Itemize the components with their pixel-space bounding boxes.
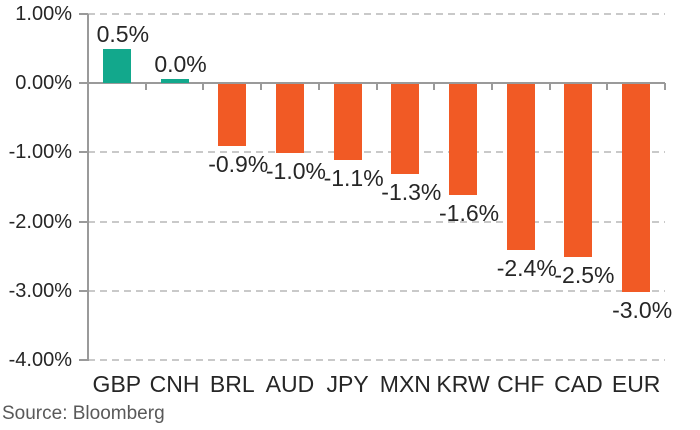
- bar-brl: [218, 84, 247, 147]
- value-label-krw: -1.6%: [439, 199, 500, 226]
- bar-cad: [564, 84, 593, 258]
- category-label-cnh: CNH: [149, 371, 200, 397]
- bar-chf: [506, 84, 535, 251]
- category-tick: [375, 83, 378, 91]
- category-tick: [490, 83, 493, 91]
- bar-gbp: [102, 48, 131, 84]
- source-caption: Source: Bloomberg: [2, 403, 165, 424]
- y-axis-tick-label: -2.00%: [8, 210, 72, 233]
- gridline: [88, 151, 665, 154]
- category-tick: [664, 83, 666, 91]
- bar-mxn: [391, 84, 420, 175]
- category-tick: [548, 83, 551, 91]
- value-label-gbp: 0.5%: [96, 20, 150, 47]
- gridline: [88, 220, 665, 223]
- gridline: [88, 13, 665, 15]
- value-label-jpy: -1.1%: [323, 165, 384, 192]
- value-label-cad: -2.5%: [554, 262, 615, 289]
- y-axis-tick: [79, 82, 88, 85]
- y-axis-tick: [79, 289, 88, 292]
- y-axis-tick-label: -1.00%: [8, 141, 72, 164]
- bar-krw: [449, 84, 478, 195]
- category-tick: [317, 83, 320, 91]
- y-axis-tick-label: 1.00%: [15, 3, 72, 25]
- y-axis-tick-label: -3.00%: [8, 279, 72, 302]
- value-label-chf: -2.4%: [496, 255, 557, 282]
- category-tick: [606, 83, 609, 91]
- category-label-aud: AUD: [265, 371, 315, 397]
- y-axis-tick: [79, 13, 88, 15]
- bar-eur: [622, 84, 651, 292]
- value-label-mxn: -1.3%: [381, 179, 442, 206]
- category-label-chf: CHF: [497, 371, 545, 397]
- category-label-mxn: MXN: [379, 371, 431, 397]
- y-axis-tick-label: -4.00%: [8, 349, 72, 371]
- category-label-cad: CAD: [554, 371, 603, 397]
- y-axis-tick: [79, 359, 88, 361]
- gridline: [88, 359, 665, 361]
- category-label-jpy: JPY: [326, 371, 369, 397]
- y-axis-tick: [79, 151, 88, 154]
- category-label-eur: EUR: [611, 371, 661, 397]
- bar-jpy: [333, 84, 362, 161]
- value-label-eur: -3.0%: [612, 296, 673, 323]
- category-label-krw: KRW: [436, 371, 490, 397]
- bar-aud: [275, 84, 304, 154]
- category-tick: [144, 83, 147, 91]
- y-axis-line: [87, 14, 89, 361]
- category-tick: [433, 83, 436, 91]
- category-tick: [260, 83, 263, 91]
- category-tick: [202, 83, 205, 91]
- value-label-brl: -0.9%: [208, 151, 269, 178]
- bar-cnh: [160, 79, 189, 84]
- value-label-aud: -1.0%: [265, 158, 326, 185]
- gridline: [88, 289, 665, 292]
- y-axis-tick-label: 0.00%: [15, 72, 72, 95]
- category-label-gbp: GBP: [92, 371, 142, 397]
- category-label-brl: BRL: [209, 371, 255, 397]
- value-label-cnh: 0.0%: [154, 51, 207, 78]
- y-axis-tick: [79, 220, 88, 223]
